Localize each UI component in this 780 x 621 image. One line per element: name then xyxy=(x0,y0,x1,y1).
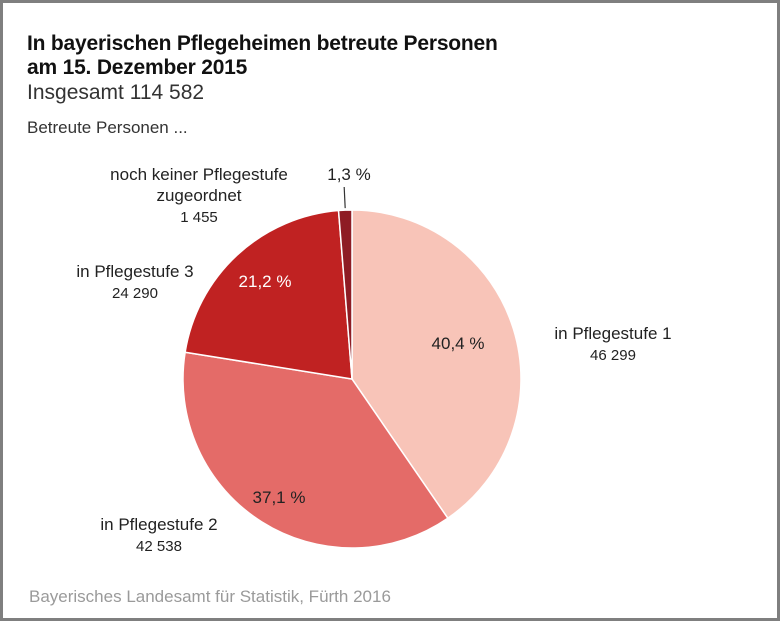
value-label-4: 1 455 xyxy=(180,209,218,226)
pie-chart: 40,4 % in Pflegestufe 1 46 299 37,1 % in Pfl… xyxy=(76,165,671,555)
leader-line-4 xyxy=(343,186,346,209)
category-label-2: in Pflegestufe 2 xyxy=(100,515,217,534)
value-label-1: 46 299 xyxy=(590,347,636,364)
chart-title: In bayerischen Pflegeheimen betreute Per… xyxy=(27,32,498,80)
pie-slice-2 xyxy=(182,351,449,549)
value-label-3: 24 290 xyxy=(112,285,158,302)
pie-slice-1 xyxy=(351,209,522,520)
percent-label-3: 21,2 % xyxy=(239,272,292,291)
source-note: Bayerisches Landesamt für Statistik, Für… xyxy=(29,587,391,606)
value-label-2: 42 538 xyxy=(136,538,182,555)
title-line-2: am 15. Dezember 2015 xyxy=(27,56,248,79)
category-label-4: zugeordnet xyxy=(156,186,241,205)
pie-slice-4 xyxy=(337,209,353,380)
percent-label-4: 1,3 % xyxy=(327,165,370,184)
category-label-1: in Pflegestufe 1 xyxy=(554,324,671,343)
category-label-3: in Pflegestufe 3 xyxy=(76,262,193,281)
chart-subtitle: Insgesamt 114 582 xyxy=(27,81,205,104)
percent-label-1: 40,4 % xyxy=(432,334,485,353)
chart-intro: Betreute Personen ... xyxy=(27,118,188,137)
title-line-1: In bayerischen Pflegeheimen betreute Per… xyxy=(27,32,498,55)
percent-label-2: 37,1 % xyxy=(253,488,306,507)
category-label-4: noch keiner Pflegestufe xyxy=(110,165,288,184)
pie-slice-3 xyxy=(184,209,353,380)
